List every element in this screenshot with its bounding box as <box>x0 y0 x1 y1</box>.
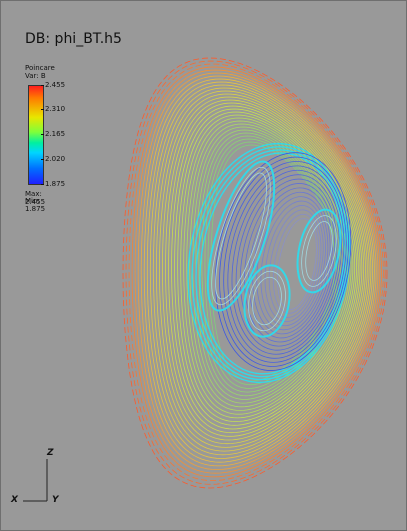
flux-surface <box>165 99 363 437</box>
flux-surface <box>137 72 379 471</box>
flux-surface <box>158 93 366 445</box>
flux-surface <box>140 75 377 467</box>
island-surface <box>252 276 282 326</box>
legend-max: Max: 2.455 <box>25 190 46 206</box>
island-surface <box>211 166 271 306</box>
island-surface <box>296 208 342 294</box>
flux-surface <box>143 78 375 463</box>
island-surface <box>305 221 333 281</box>
island-surface <box>195 149 347 378</box>
legend-tick: 2.020 <box>40 155 66 163</box>
flux-surface <box>189 123 349 408</box>
island-surface <box>248 270 286 332</box>
flux-surface <box>161 96 365 441</box>
x-axis-label: X <box>11 495 18 505</box>
core-surface <box>214 152 352 371</box>
legend-tick: 2.455 <box>40 81 66 89</box>
flux-surface <box>131 66 383 478</box>
z-axis-label: Z <box>47 448 54 458</box>
legend-tick: 1.875 <box>40 180 66 188</box>
flux-surface <box>183 117 352 415</box>
flux-surface <box>134 69 381 474</box>
database-title: DB: phi_BT.h5 <box>25 31 122 47</box>
island-surface <box>301 215 337 287</box>
flux-surface <box>210 144 336 382</box>
legend-min: Min: 1.875 <box>25 197 46 213</box>
island-surface <box>191 146 349 381</box>
island-surface <box>243 264 291 338</box>
core-surface <box>227 165 345 359</box>
flux-surface <box>152 87 370 452</box>
flux-surface <box>156 90 368 448</box>
flux-surface <box>125 60 386 485</box>
core-surface <box>219 156 349 367</box>
flux-surface <box>177 111 356 423</box>
flux-surface <box>122 57 388 489</box>
core-surface <box>277 218 317 310</box>
legend-tick: 2.165 <box>40 130 66 138</box>
flux-surface <box>128 63 384 482</box>
y-axis-label: Y <box>52 495 59 505</box>
core-surface <box>244 183 336 343</box>
legend-colorbar <box>28 85 44 185</box>
flux-surface <box>204 138 340 389</box>
flux-surface <box>171 105 359 430</box>
flux-surface <box>168 102 361 434</box>
flux-surface <box>186 120 350 411</box>
core-surface <box>223 161 347 363</box>
island-surface <box>206 160 276 312</box>
legend-plot-name: Poincare <box>25 64 55 72</box>
flux-surface <box>149 84 372 456</box>
island-surface <box>215 172 267 300</box>
core-surface <box>260 200 326 327</box>
flux-surface <box>174 108 357 426</box>
flux-surface <box>180 114 354 419</box>
color-legend: Poincare Var: B 2.455 2.310 2.165 2.020 … <box>25 64 65 213</box>
core-surface <box>235 174 340 351</box>
core-surface <box>231 169 343 355</box>
flux-surface <box>146 81 374 459</box>
legend-variable: Var: B <box>25 72 46 80</box>
legend-tick: 2.310 <box>40 105 66 113</box>
